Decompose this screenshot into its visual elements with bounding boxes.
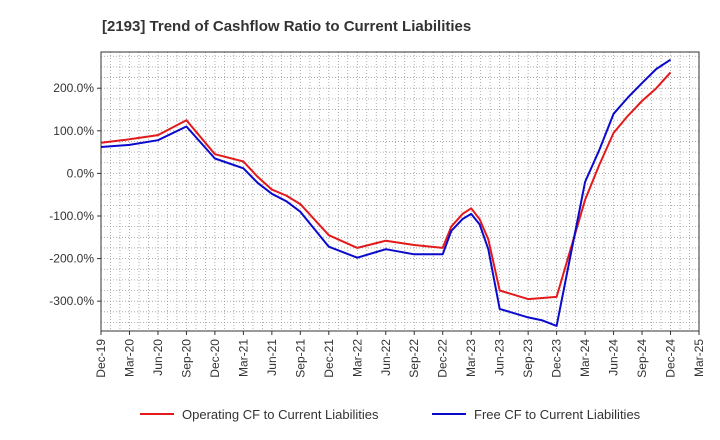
x-tick-label: Dec-24 <box>664 339 678 378</box>
legend-label-1: Operating CF to Current Liabilities <box>182 407 379 422</box>
y-tick-label: 0.0% <box>67 166 95 180</box>
x-tick-label: Sep-22 <box>407 339 421 378</box>
grid <box>101 52 699 331</box>
x-tick-label: Dec-20 <box>208 339 222 378</box>
x-tick-label: Jun-23 <box>493 339 507 376</box>
legend-label-2: Free CF to Current Liabilities <box>474 407 641 422</box>
x-tick-label: Mar-22 <box>350 339 364 377</box>
x-tick-label: Mar-20 <box>122 339 136 377</box>
x-tick-label: Jun-21 <box>265 339 279 376</box>
x-tick-label: Dec-21 <box>322 339 336 378</box>
legend: Operating CF to Current Liabilities Free … <box>140 407 641 422</box>
plot-area <box>100 51 700 332</box>
x-tick-label: Sep-21 <box>293 339 307 378</box>
y-tick-label: 100.0% <box>53 124 94 138</box>
y-tick-label: -100.0% <box>49 209 94 223</box>
x-axis: Dec-19 Mar-20 Jun-20 Sep-20 Dec-20 Mar-21 Jun-… <box>94 331 706 378</box>
y-tick-label: -300.0% <box>49 294 94 308</box>
x-tick-label: Jun-20 <box>151 339 165 376</box>
x-tick-label: Sep-24 <box>635 339 649 378</box>
x-tick-label: Sep-23 <box>521 339 535 378</box>
x-tick-label: Mar-24 <box>578 339 592 377</box>
x-tick-label: Dec-22 <box>436 339 450 378</box>
series-line-2 <box>100 58 672 327</box>
x-tick-label: Mar-21 <box>236 339 250 377</box>
x-tick-label: Mar-23 <box>464 339 478 377</box>
x-tick-label: Jun-22 <box>379 339 393 376</box>
x-tick-label: Dec-19 <box>94 339 108 378</box>
y-axis: 200.0% 100.0% 0.0% -100.0% -200.0% -300.0% <box>49 81 101 308</box>
x-tick-label: Dec-23 <box>550 339 564 378</box>
series-line-1 <box>100 71 672 301</box>
series-group <box>100 58 672 327</box>
x-tick-label: Mar-25 <box>692 339 706 377</box>
chart-title: [2193] Trend of Cashflow Ratio to Curren… <box>102 18 471 35</box>
x-tick-label: Sep-20 <box>179 339 193 378</box>
y-tick-label: 200.0% <box>53 81 94 95</box>
x-tick-label: Jun-24 <box>607 339 621 376</box>
y-tick-label: -200.0% <box>49 252 94 266</box>
